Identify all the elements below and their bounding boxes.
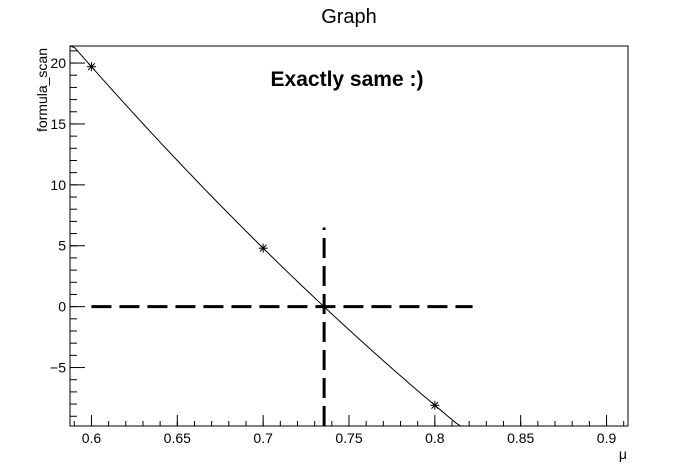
y-tick-label: 0 [58, 299, 66, 315]
x-tick-label: 0.7 [253, 430, 273, 446]
x-tick-label: 0.6 [82, 430, 102, 446]
y-tick-label: 10 [50, 177, 66, 193]
guide-lines [91, 227, 473, 426]
marker-stroke [87, 63, 96, 71]
series-markers [86, 62, 440, 410]
y-tick-label: −5 [50, 360, 66, 376]
plot-frame [69, 45, 629, 427]
data-point-marker [430, 400, 440, 410]
y-axis-label: formula_scan [34, 48, 50, 132]
x-axis-label: μ [619, 446, 627, 462]
annotation-text: Exactly same :) [271, 68, 424, 91]
marker-stroke [259, 244, 267, 252]
x-tick-label: 0.85 [507, 430, 534, 446]
x-tick-label: 0.65 [164, 430, 191, 446]
x-axis: 0.6 0.65 0.7 0.75 0.8 0.85 0.9 [82, 415, 617, 446]
y-tick-label: 5 [58, 238, 66, 254]
y-axis: −5 0 5 10 15 20 [50, 55, 85, 376]
x-tick-label: 0.75 [335, 430, 362, 446]
minor-ticks [70, 50, 625, 426]
data-point-marker [86, 62, 96, 72]
x-tick-label: 0.9 [597, 430, 617, 446]
marker-stroke [431, 401, 439, 409]
x-tick-label: 0.8 [425, 430, 445, 446]
series-line [69, 45, 466, 427]
data-point-marker [258, 243, 268, 253]
y-tick-label: 15 [50, 116, 66, 132]
y-tick-label: 20 [50, 55, 66, 71]
chart-title: Graph [321, 6, 377, 28]
